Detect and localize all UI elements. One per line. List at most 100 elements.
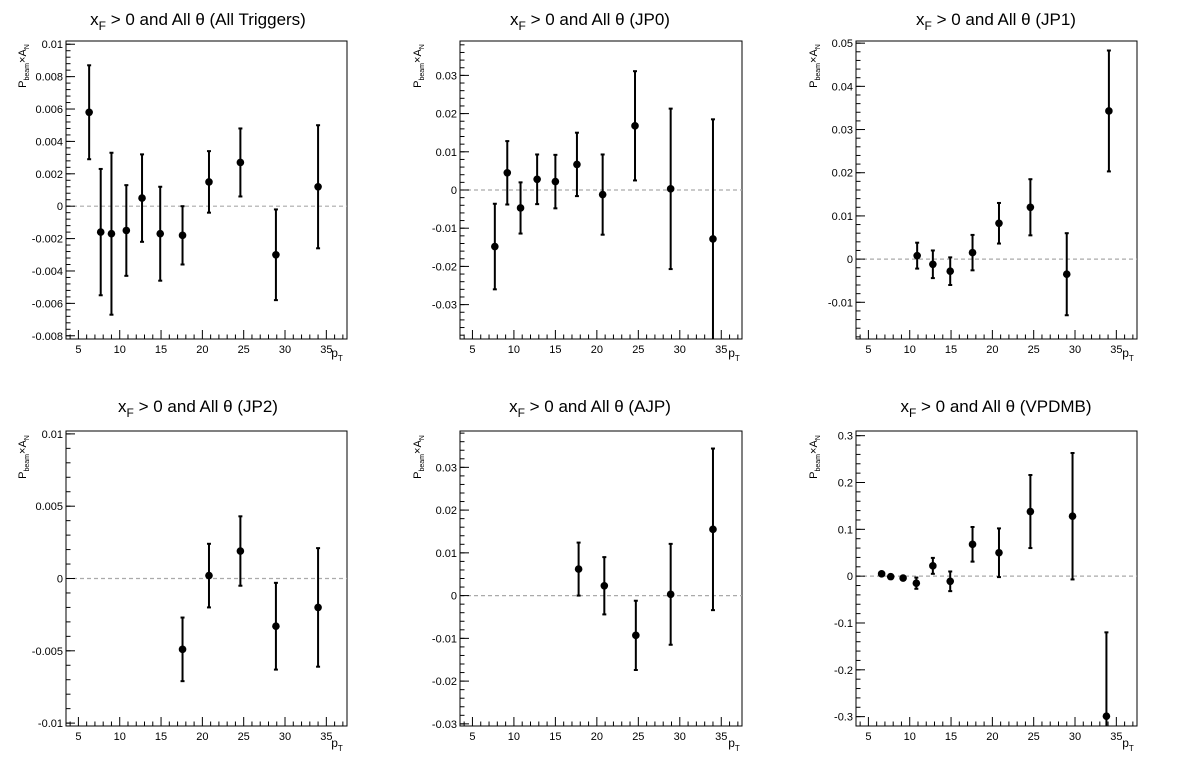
x-tick-label: 20 xyxy=(986,731,998,743)
xlabel-subscript: T xyxy=(1129,744,1134,753)
plot-frame xyxy=(855,430,1138,727)
ylabel-subscript: beam xyxy=(419,454,426,472)
ylabel-subscript-2: N xyxy=(24,44,31,49)
y-tick-label: -0.005 xyxy=(32,646,63,658)
y-tick-label: 0.01 xyxy=(832,211,853,223)
data-point xyxy=(205,178,213,186)
y-tick-label: 0 xyxy=(57,574,63,586)
xlabel-p: p xyxy=(1122,736,1129,750)
data-point xyxy=(96,228,105,236)
title-x: x xyxy=(900,397,909,416)
data-point xyxy=(573,160,581,169)
title-x: x xyxy=(90,10,99,29)
ylabel-p: P xyxy=(17,472,29,479)
data-point xyxy=(968,540,977,549)
chart-panel-5: xF > 0 and All θ (AJP) 5 10 15 20 25 30 35 -0.03… xyxy=(412,397,743,753)
x-tick-label: 25 xyxy=(632,344,644,356)
y-tick-label: 0.005 xyxy=(35,501,63,513)
y-tick-label: 0 xyxy=(847,571,853,583)
data-point xyxy=(1026,507,1035,516)
x-tick-label: 15 xyxy=(945,344,957,356)
chart-panel-2: xF > 0 and All θ (JP0) 5 10 15 20 25 30 35 -0.03… xyxy=(412,10,743,363)
x-tick-label: 5 xyxy=(865,731,871,743)
title-x: x xyxy=(510,10,519,29)
data-point xyxy=(533,175,541,184)
y-tick-label: 0.03 xyxy=(436,70,457,82)
y-tick-label: -0.02 xyxy=(432,676,457,688)
title-text: > 0 and All θ (AJP) xyxy=(525,397,671,416)
ylabel-subscript: beam xyxy=(24,63,31,81)
xlabel-subscript: T xyxy=(735,354,740,363)
x-axis-label: pT xyxy=(331,736,343,753)
x-tick-label: 20 xyxy=(591,344,603,356)
data-point xyxy=(709,525,717,534)
chart-panel-6: xF > 0 and All θ (VPDMB) 5 10 15 20 25 30 35 -0.… xyxy=(808,397,1138,753)
xlabel-subscript: T xyxy=(1129,354,1134,363)
data-point xyxy=(968,248,977,257)
y-tick-label: 0.03 xyxy=(832,125,853,137)
y-tick-label: 0 xyxy=(451,185,457,197)
y-tick-label: 0.02 xyxy=(832,168,853,180)
data-point xyxy=(314,603,322,612)
data-point xyxy=(314,182,322,191)
title-subscript: F xyxy=(925,19,932,33)
y-tick-label: -0.03 xyxy=(432,719,457,731)
data-point xyxy=(236,158,245,167)
ylabel-p: P xyxy=(412,472,424,479)
xlabel-p: p xyxy=(331,346,338,360)
x-tick-label: 5 xyxy=(469,344,475,356)
ylabel-subscript-2: N xyxy=(815,44,822,49)
y-tick-label: -0.01 xyxy=(38,718,63,730)
y-tick-label: -0.008 xyxy=(32,331,63,343)
data-point xyxy=(1105,107,1113,115)
data-point xyxy=(709,235,717,243)
xlabel-p: p xyxy=(728,736,735,750)
x-tick-label: 5 xyxy=(469,731,475,743)
y-tick-label: 0.01 xyxy=(436,548,457,560)
y-tick-label: -0.01 xyxy=(432,223,457,235)
ylabel-subscript: beam xyxy=(419,63,426,81)
y-tick-label: 0 xyxy=(57,201,63,213)
x-tick-label: 35 xyxy=(715,344,727,356)
data-point xyxy=(138,194,146,202)
title-subscript: F xyxy=(519,19,526,33)
y-tick-label: -0.004 xyxy=(32,266,63,278)
chart-title: xF > 0 and All θ (JP0) xyxy=(510,10,670,33)
plot-frame xyxy=(65,40,348,340)
y-tick-label: 0.008 xyxy=(35,72,63,84)
x-tick-label: 10 xyxy=(508,731,520,743)
x-tick-label: 10 xyxy=(508,344,520,356)
y-tick-label: 0.02 xyxy=(436,109,457,121)
data-point xyxy=(107,229,116,238)
data-point xyxy=(178,231,187,240)
title-text: > 0 and All θ (All Triggers) xyxy=(106,10,306,29)
x-tick-label: 10 xyxy=(904,344,916,356)
x-tick-label: 20 xyxy=(591,731,603,743)
x-tick-label: 10 xyxy=(114,731,126,743)
xlabel-subscript: T xyxy=(338,354,343,363)
data-point xyxy=(574,565,583,573)
data-point xyxy=(272,250,280,259)
data-point xyxy=(666,185,675,193)
x-tick-label: 10 xyxy=(904,731,916,743)
title-subscript: F xyxy=(909,406,916,420)
y-tick-label: 0.004 xyxy=(35,136,63,148)
x-tick-label: 25 xyxy=(1028,344,1040,356)
title-x: x xyxy=(118,397,127,416)
data-point xyxy=(503,169,512,177)
data-point xyxy=(913,251,921,260)
x-tick-label: 25 xyxy=(1028,731,1040,743)
title-text: > 0 and All θ (JP1) xyxy=(932,10,1076,29)
y-tick-label: 0.04 xyxy=(832,81,853,93)
y-tick-label: 0.002 xyxy=(35,169,63,181)
y-tick-label: 0 xyxy=(847,254,853,266)
y-tick-label: -0.1 xyxy=(834,618,853,630)
chart-title: xF > 0 and All θ (All Triggers) xyxy=(90,10,306,33)
data-point xyxy=(886,572,895,581)
y-tick-label: -0.03 xyxy=(432,300,457,312)
ylabel-times: ×A xyxy=(17,49,29,63)
title-text: > 0 and All θ (JP0) xyxy=(526,10,670,29)
x-tick-label: 35 xyxy=(320,344,332,356)
x-tick-label: 20 xyxy=(196,344,208,356)
